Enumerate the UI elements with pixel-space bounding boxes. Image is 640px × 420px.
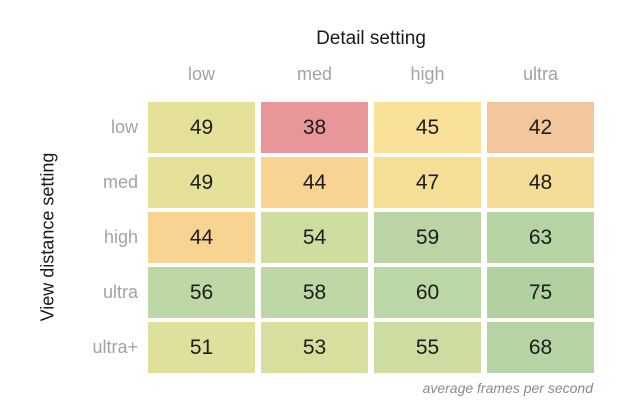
row-label-ultra: ultra: [102, 282, 138, 302]
y-axis-title: View distance setting: [37, 152, 58, 322]
row-label-low: low: [110, 117, 138, 137]
heatmap-cell-high-low: 44: [148, 212, 255, 263]
col-label-med: med: [296, 64, 332, 84]
heatmap-cell-ultra-med: 58: [261, 267, 368, 318]
chart-caption: average frames per second: [422, 380, 593, 396]
heatmap-cell-med-high: 47: [374, 157, 481, 208]
heatmap-cell-ultra-high: 60: [374, 267, 481, 318]
heatmap-cell-ultra-plus-med: 53: [261, 322, 368, 373]
col-label-low: low: [187, 64, 215, 84]
col-label-ultra: ultra: [522, 64, 558, 84]
heatmap-cell-med-med: 44: [261, 157, 368, 208]
row-label-med: med: [102, 172, 138, 192]
row-label-high: high: [103, 227, 138, 247]
heatmap-cell-low-high: 45: [374, 102, 481, 153]
heatmap-cell-high-high: 59: [374, 212, 481, 263]
heatmap-cell-ultra-plus-low: 51: [148, 322, 255, 373]
row-label-ultra-plus: ultra+: [92, 337, 138, 357]
col-label-high: high: [410, 64, 445, 84]
heatmap-cell-low-ultra: 42: [487, 102, 594, 153]
column-labels: low med high ultra: [148, 62, 594, 86]
heatmap-cell-high-med: 54: [261, 212, 368, 263]
heatmap-cell-ultra-low: 56: [148, 267, 255, 318]
heatmap-grid: 49 38 45 42 49 44 47 48 44 54 59 63 56 58 60 75 51 53 55 68: [148, 102, 594, 373]
heatmap-cell-low-med: 38: [261, 102, 368, 153]
heatmap-cell-med-low: 49: [148, 157, 255, 208]
row-labels: low med high ultra ultra+: [0, 102, 138, 377]
heatmap-cell-high-ultra: 63: [487, 212, 594, 263]
heatmap-cell-ultra-ultra: 75: [487, 267, 594, 318]
heatmap-cell-ultra-plus-ultra: 68: [487, 322, 594, 373]
heatmap-cell-ultra-plus-high: 55: [374, 322, 481, 373]
heatmap-cell-med-ultra: 48: [487, 157, 594, 208]
heatmap-cell-low-low: 49: [148, 102, 255, 153]
x-axis-title: Detail setting: [316, 28, 426, 49]
